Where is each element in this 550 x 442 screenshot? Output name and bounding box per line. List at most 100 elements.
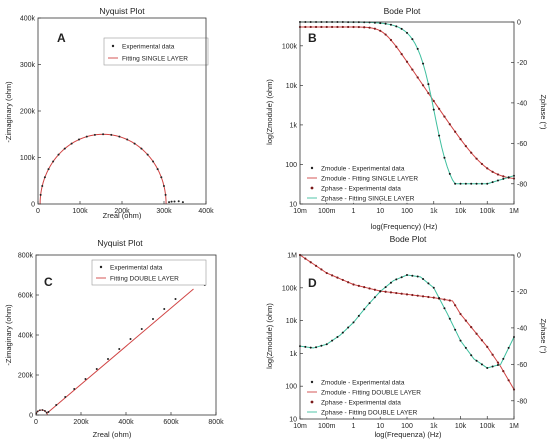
legend-text-zmod-fit-d: Zmodule - Fitting DOUBLE LAYER xyxy=(321,390,421,397)
zphase-exp-d xyxy=(496,364,499,367)
zmod-exp-b xyxy=(454,130,457,133)
y-tick-label-c: 800k xyxy=(18,253,34,260)
zmod-exp-b xyxy=(475,157,478,160)
zmod-exp-d xyxy=(480,339,483,342)
exp-point-c xyxy=(36,410,39,413)
exp-point-a xyxy=(43,176,46,179)
y-tick-label-b: 1k xyxy=(290,122,298,129)
zmod-exp-d xyxy=(384,290,387,293)
zmod-exp-d xyxy=(421,295,425,298)
zmod-exp-b xyxy=(491,170,494,173)
exp-point-a xyxy=(77,138,80,141)
y-tick-label-d: 100k xyxy=(282,285,298,292)
zphase-exp-d xyxy=(368,302,371,305)
y-tick-label-d: 1k xyxy=(290,351,298,358)
legend-text-exp-a: Experimental data xyxy=(122,44,175,51)
zphase-exp-b xyxy=(379,22,382,25)
zphase-exp-d xyxy=(411,274,414,277)
zphase-exp-b xyxy=(502,177,505,180)
legend-text-zmod-exp-b: Zmodule - Experimental data xyxy=(321,166,405,173)
title-c: Nyquist Plot xyxy=(97,238,143,248)
exp-point-a xyxy=(173,200,176,203)
zphase-exp-d xyxy=(448,317,451,320)
zmod-exp-b xyxy=(459,137,462,141)
legend-marker-exp-c xyxy=(99,265,103,269)
exp-point-a xyxy=(85,135,88,138)
plot-area-a xyxy=(39,133,184,205)
zphase-exp-d xyxy=(507,346,510,349)
exp-point-a xyxy=(63,147,66,150)
title-d: Bode Plot xyxy=(390,234,427,244)
zmod-exp-b xyxy=(502,175,505,178)
zmod-exp-b xyxy=(464,145,467,148)
zphase-exp-d xyxy=(352,321,355,324)
exp-point-c xyxy=(163,308,166,310)
x-tick-label-b: 10k xyxy=(455,208,467,215)
panel-d-bode: Bode Plot D log(Frequenza) (Hz) log(Zmod… xyxy=(265,234,548,439)
exp-point-a xyxy=(156,168,159,171)
zphase-exp-d xyxy=(400,276,403,279)
zphase-exp-b xyxy=(486,182,489,185)
panel-a-nyquist: Nyquist Plot A Zreal (ohm) -Zimaginary (… xyxy=(4,6,214,220)
zmod-exp-d xyxy=(427,295,430,299)
zphase-exp-b xyxy=(443,156,446,159)
ticks-b: 10m 100m 1 10 100 1k 10k 100k 1M 10 100 1k 10k 100k 0 -… xyxy=(282,20,527,216)
x-tick-label-a: 400k xyxy=(198,208,214,215)
y-tick-label-c: 400k xyxy=(18,333,34,340)
zmod-exp-d xyxy=(448,299,451,302)
zmod-exp-b xyxy=(314,25,318,29)
zmod-exp-d xyxy=(304,257,307,260)
zmod-exp-d xyxy=(347,281,350,284)
plot-area-d xyxy=(298,253,516,391)
exp-point-a xyxy=(41,184,44,187)
zphase-exp-d xyxy=(470,354,473,357)
zmod-exp-d xyxy=(400,292,403,295)
x-tick-label-d: 100k xyxy=(480,423,496,430)
exp-point-a xyxy=(57,153,60,156)
exp-point-c xyxy=(107,358,109,360)
zmod-exp-d xyxy=(432,296,435,299)
zmod-exp-b xyxy=(432,99,435,103)
exp-point-c xyxy=(47,411,50,413)
ticks-d: 10m 100m 1 10 100 1k 10k 100k 1M 10 100 1k 10k 100k 1M… xyxy=(282,253,527,431)
exp-point-a xyxy=(126,138,129,141)
x-tick-label-c: 200k xyxy=(73,419,89,426)
zmod-exp-d xyxy=(314,264,318,267)
plot-area-c xyxy=(35,284,206,416)
zphase-exp-d xyxy=(363,308,366,311)
zphase-exp-b xyxy=(475,182,478,185)
zphase-exp-d xyxy=(336,336,339,338)
x-tick-label-b: 1 xyxy=(352,208,356,215)
x-tick-label-d: 10k xyxy=(455,423,467,430)
zphase-exp-d xyxy=(320,344,323,347)
x-tick-label-d: 100m xyxy=(318,423,336,430)
y2-tick-label-b: -60 xyxy=(517,141,527,148)
zphase-exp-d xyxy=(480,363,483,366)
frame-a xyxy=(37,17,207,205)
exp-point-a xyxy=(52,160,55,163)
zphase-fit-d xyxy=(299,274,515,369)
exp-point-a xyxy=(177,200,180,203)
exp-point-c xyxy=(38,409,41,412)
y2label-b: Zphase (°) xyxy=(539,94,548,130)
zphase-exp-b xyxy=(384,22,387,25)
y2-tick-label-b: -20 xyxy=(517,60,527,67)
zphase-exp-d xyxy=(341,331,344,334)
zmod-exp-d xyxy=(363,286,366,289)
zmod-exp-b xyxy=(389,38,393,42)
zmod-exp-b xyxy=(480,162,483,166)
zphase-exp-d xyxy=(309,346,312,349)
zmod-exp-d xyxy=(405,293,409,296)
legend-d: Zmodule - Experimental data Zmodule - Fi… xyxy=(304,377,436,417)
y2-tick-label-d: -40 xyxy=(517,325,527,332)
legend-c: Experimental data Fitting DOUBLE LAYER xyxy=(91,259,207,286)
legend-text-zmod-fit-b: Zmodule - Fitting SINGLE LAYER xyxy=(321,176,418,183)
zphase-exp-d xyxy=(357,314,360,317)
y-tick-label-a: 200k xyxy=(20,109,36,116)
zphase-exp-d xyxy=(347,326,350,329)
zphase-exp-d xyxy=(475,359,478,362)
ylabel-b: log(Zmodule) (ohm) xyxy=(265,79,274,145)
y-tick-label-a: 0 xyxy=(31,202,35,209)
exp-point-c xyxy=(84,378,87,380)
zmod-exp-b xyxy=(331,25,334,29)
